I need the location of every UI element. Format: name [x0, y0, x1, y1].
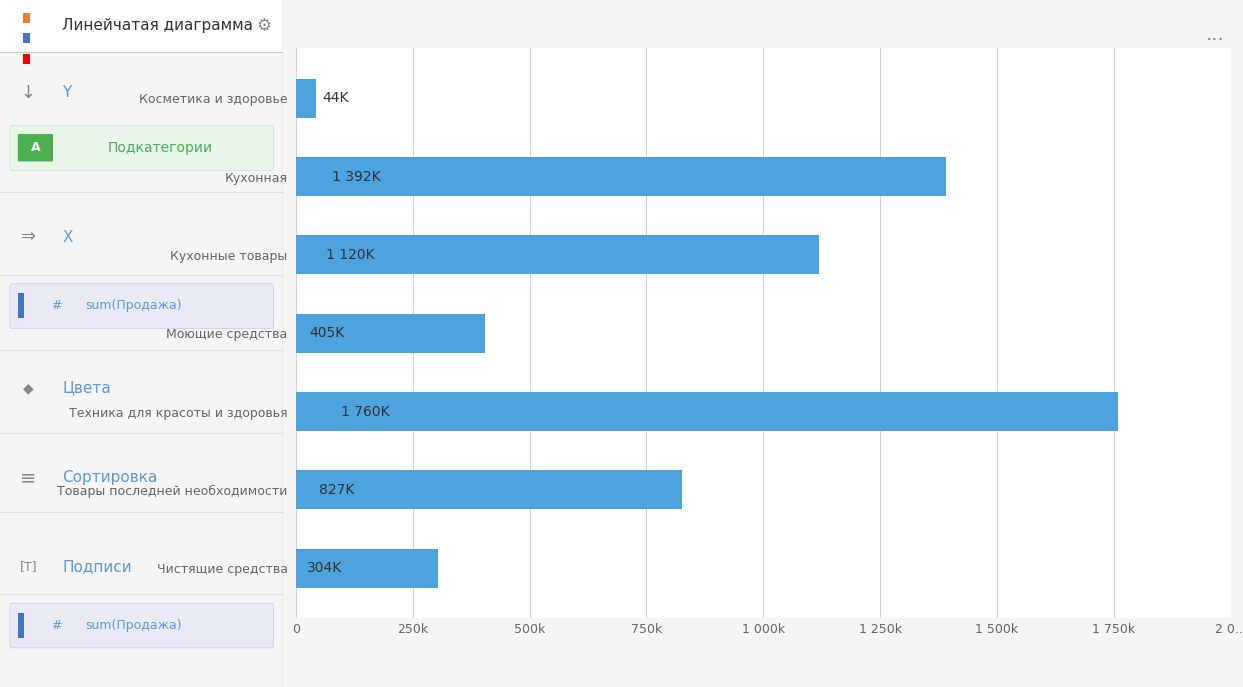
Text: [T]: [T] [20, 561, 37, 573]
FancyBboxPatch shape [10, 603, 273, 648]
Text: X: X [62, 229, 73, 245]
Bar [296, 392, 1119, 431]
FancyBboxPatch shape [10, 126, 273, 170]
Bar [22, 33, 30, 43]
Bar [296, 157, 946, 196]
Bar [19, 293, 24, 318]
Text: sum(Продажа): sum(Продажа) [85, 300, 181, 312]
Bar [296, 78, 317, 117]
Text: ⚙: ⚙ [256, 16, 271, 35]
Bar [19, 613, 24, 638]
Text: 1 392K: 1 392K [332, 170, 380, 183]
Bar [296, 471, 682, 510]
Text: 44K: 44K [322, 91, 348, 105]
Text: #: # [51, 300, 62, 312]
Text: 1 120K: 1 120K [326, 248, 374, 262]
FancyBboxPatch shape [10, 284, 273, 328]
Text: Подписи: Подписи [62, 559, 132, 574]
Text: 405K: 405K [310, 326, 344, 340]
FancyBboxPatch shape [17, 134, 53, 161]
Bar [22, 54, 30, 64]
Text: Y: Y [62, 85, 72, 100]
Text: Сортировка: Сортировка [62, 470, 158, 485]
Bar [296, 313, 485, 353]
Text: ↓: ↓ [21, 84, 36, 102]
Text: 827K: 827K [319, 483, 354, 497]
Text: A: A [31, 142, 40, 154]
Text: 304K: 304K [307, 561, 342, 575]
Bar [296, 549, 438, 588]
Text: ···: ··· [1206, 31, 1224, 50]
Text: Линейчатая диаграмма: Линейчатая диаграмма [62, 19, 254, 33]
Text: ◆: ◆ [24, 381, 34, 395]
Text: #: # [51, 619, 62, 631]
Bar [296, 235, 819, 274]
Text: ≡: ≡ [20, 468, 36, 487]
Bar [22, 13, 30, 23]
Text: ⇒: ⇒ [21, 228, 36, 246]
Bar [0, 0, 283, 52]
Text: Цвета: Цвета [62, 381, 111, 396]
Text: sum(Продажа): sum(Продажа) [85, 619, 181, 631]
Text: 1 760K: 1 760K [341, 405, 389, 418]
Text: Подкатегории: Подкатегории [108, 141, 213, 155]
